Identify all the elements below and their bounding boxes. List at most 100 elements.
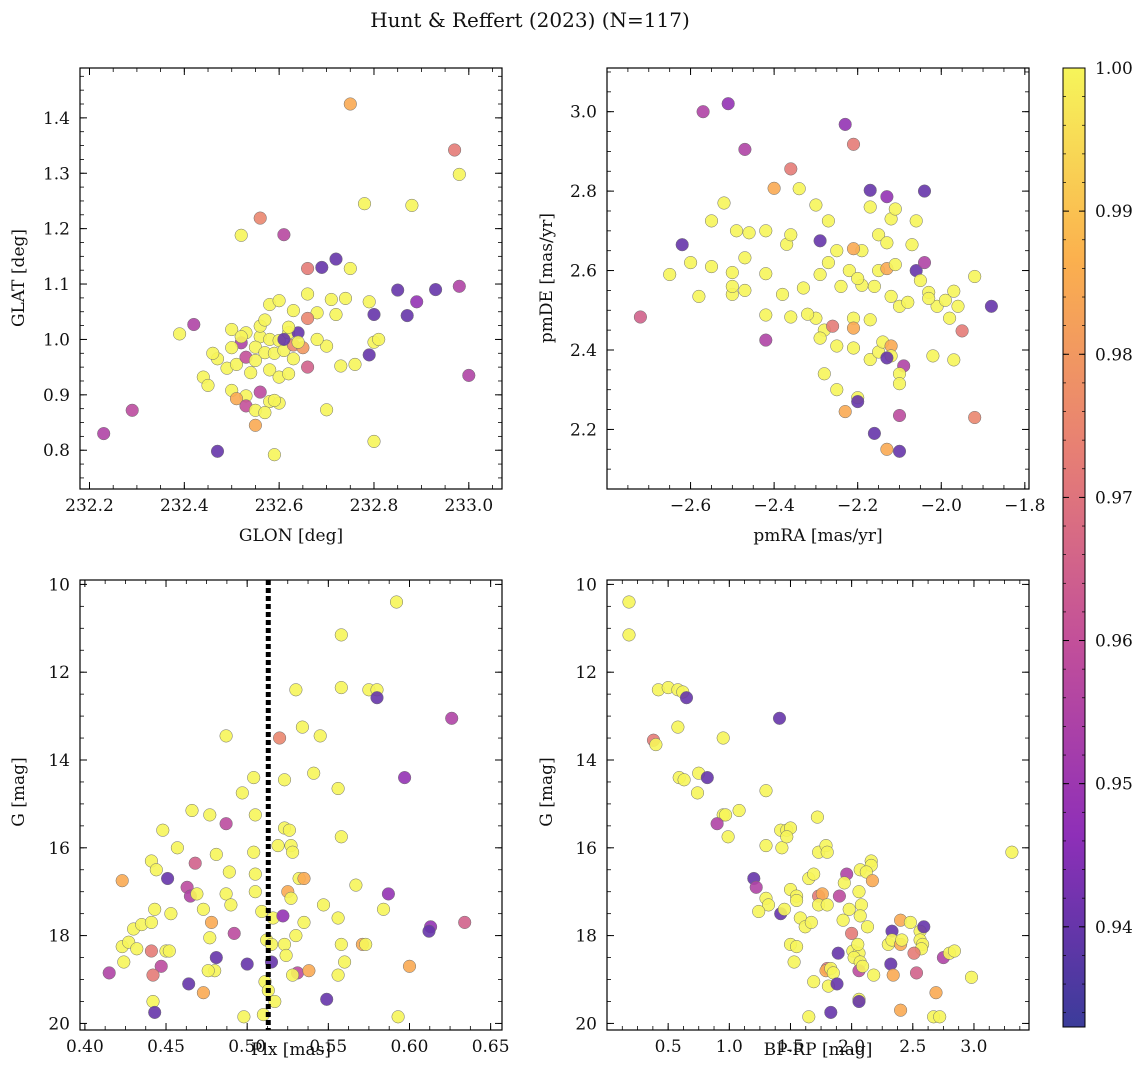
scatter-point [1005, 845, 1019, 859]
scatter-point [732, 803, 746, 818]
scatter-point [856, 959, 870, 973]
scatter-point [917, 256, 932, 270]
scatter-point [240, 957, 254, 971]
scatter-point [852, 885, 866, 899]
x-tick-label: 1.0 [716, 1037, 743, 1057]
y-tick-label: 14 [48, 751, 70, 771]
x-axis-label: Plx [mas] [251, 1040, 331, 1060]
scatter-point [130, 942, 144, 956]
scatter-point [331, 911, 345, 925]
scatter-point [203, 808, 217, 822]
scatter-point [297, 871, 311, 886]
scatter-point [273, 731, 287, 745]
scatter-point [838, 117, 852, 131]
scatter-point [947, 944, 961, 958]
scatter-point [826, 966, 840, 980]
scatter-point [830, 977, 844, 991]
scatter-point [671, 720, 685, 734]
scatter-point [846, 321, 861, 335]
scatter-point [622, 595, 636, 609]
scatter-point [787, 955, 801, 969]
scatter-point [663, 267, 677, 282]
scatter-point [146, 968, 160, 982]
scatter-point [229, 357, 244, 371]
scatter-point [276, 909, 290, 923]
scatter-point [846, 137, 861, 151]
scatter-point [190, 887, 204, 901]
scatter-point [334, 681, 348, 695]
scatter-point [872, 228, 886, 242]
scatter-point [704, 214, 719, 228]
scatter-point [405, 198, 419, 212]
panel-proper-motion: pmRA [mas/yr] pmDE [mas/yr] −2.6 −2.4 −2.2… [537, 67, 1045, 546]
scatter-point [846, 242, 861, 256]
scatter-point [894, 1003, 908, 1017]
scatter-point [880, 351, 894, 365]
scatter-point [248, 808, 262, 822]
colorbar: 0.94 0.95 0.96 0.97 0.98 0.99 1.00 [1062, 59, 1133, 1028]
scatter-point [903, 915, 917, 929]
scatter-point [759, 267, 773, 281]
x-tick-label: 0.60 [391, 1037, 429, 1057]
scatter-point [917, 920, 931, 934]
scatter-point [367, 434, 381, 448]
plot-frame [606, 67, 1030, 490]
scatter-point [331, 781, 345, 796]
scatter-point [790, 893, 804, 908]
scatter-point [933, 1010, 947, 1024]
scatter-point [831, 946, 845, 960]
scatter-point [381, 887, 395, 901]
scatter-point [338, 955, 352, 969]
scatter-point [721, 830, 735, 844]
scatter-point [802, 1010, 816, 1024]
y-axis-label: G [mag] [537, 757, 557, 826]
scatter-point [329, 307, 343, 322]
scatter-point [809, 198, 823, 212]
scatter-point [452, 167, 466, 181]
scatter-point [830, 383, 844, 397]
scatter-point [277, 228, 291, 242]
scatter-point [772, 711, 787, 725]
scatter-point [247, 845, 261, 859]
scatter-point [244, 366, 258, 380]
scatter-point [237, 1010, 251, 1024]
scatter-point [880, 442, 894, 456]
scatter-point [738, 142, 752, 156]
scatter-point [144, 944, 158, 958]
scatter-point [376, 902, 391, 916]
y-tick-label: 0.9 [43, 386, 70, 406]
scatter-point [170, 841, 184, 855]
scatter-point [268, 994, 282, 1009]
scatter-point [164, 907, 178, 921]
y-axis-label: pmDE [mas/yr] [537, 213, 557, 343]
scatter-point [219, 887, 233, 901]
scatter-points [102, 595, 472, 1024]
scatter-point [204, 915, 219, 929]
scatter-point [349, 878, 363, 892]
scatter-point [225, 341, 239, 355]
scatter-point [210, 444, 225, 458]
scatter-point [738, 251, 752, 265]
scatter-point [836, 913, 850, 927]
scatter-point [796, 281, 810, 295]
scatter-point [97, 427, 111, 441]
scatter-point [922, 291, 936, 305]
scatter-point [277, 773, 292, 787]
scatter-point [334, 359, 348, 373]
scatter-point [649, 738, 663, 752]
scatter-point [801, 307, 815, 321]
scatter-point [704, 260, 719, 274]
scatter-point [334, 628, 348, 642]
x-axis-label: GLON [deg] [239, 526, 343, 546]
scatter-point [185, 803, 199, 818]
scatter-point [343, 261, 357, 276]
scatter-point [284, 891, 298, 905]
scatter-point [824, 1005, 838, 1019]
scatter-point [448, 143, 462, 157]
scatter-point [267, 393, 281, 407]
scatter-point [830, 339, 844, 353]
scatter-point [749, 880, 763, 894]
scatter-point [209, 847, 223, 861]
scatter-point [320, 403, 334, 417]
figure-title: Hunt & Reffert (2023) (N=117) [370, 8, 690, 32]
